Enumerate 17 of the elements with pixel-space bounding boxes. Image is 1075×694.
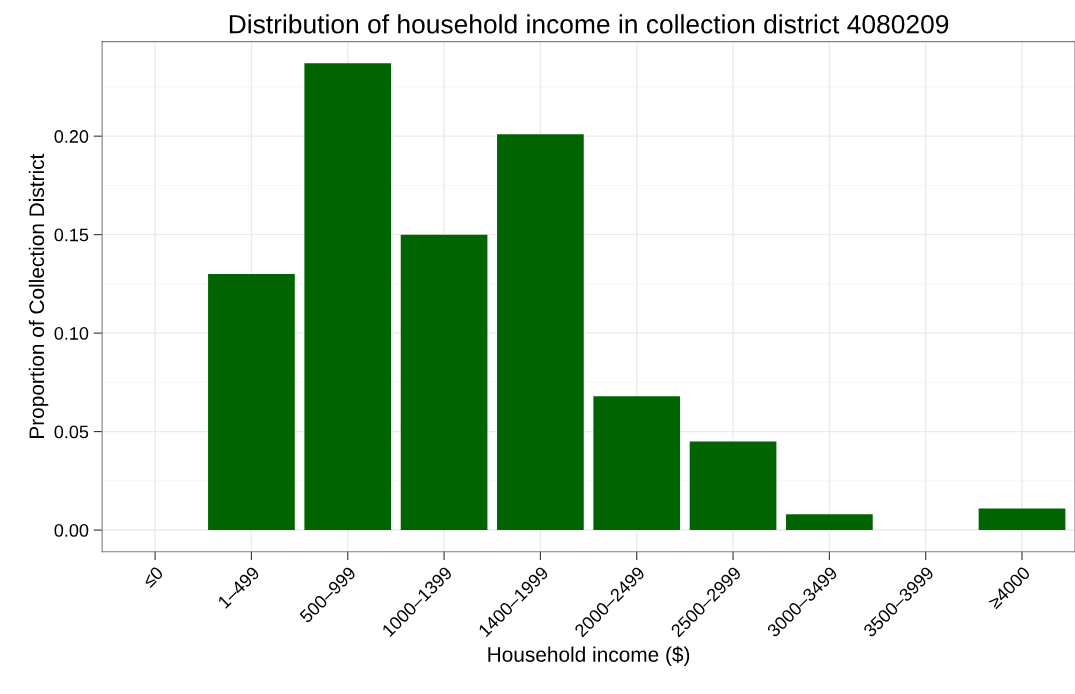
bar [208, 274, 295, 531]
bar [978, 508, 1066, 531]
x-tick-label: ≤0 [141, 565, 164, 589]
y-tick-label: 0.20 [54, 130, 89, 143]
bar [593, 396, 681, 531]
y-tick-label: 0.00 [54, 524, 89, 537]
chart-title: Distribution of household income in collection district 4080209 [229, 14, 949, 34]
y-tick-label: 0.15 [54, 228, 89, 242]
y-tick-label: 0.10 [54, 327, 89, 340]
y-tick-label: 0.05 [54, 425, 89, 439]
bar [786, 514, 873, 531]
bar [400, 234, 488, 531]
bar [304, 63, 392, 531]
x-axis-title: Household income ($) [488, 646, 690, 667]
bar [497, 134, 584, 531]
bar [689, 441, 777, 531]
y-axis-title: Proportion of Collection District [28, 153, 49, 438]
